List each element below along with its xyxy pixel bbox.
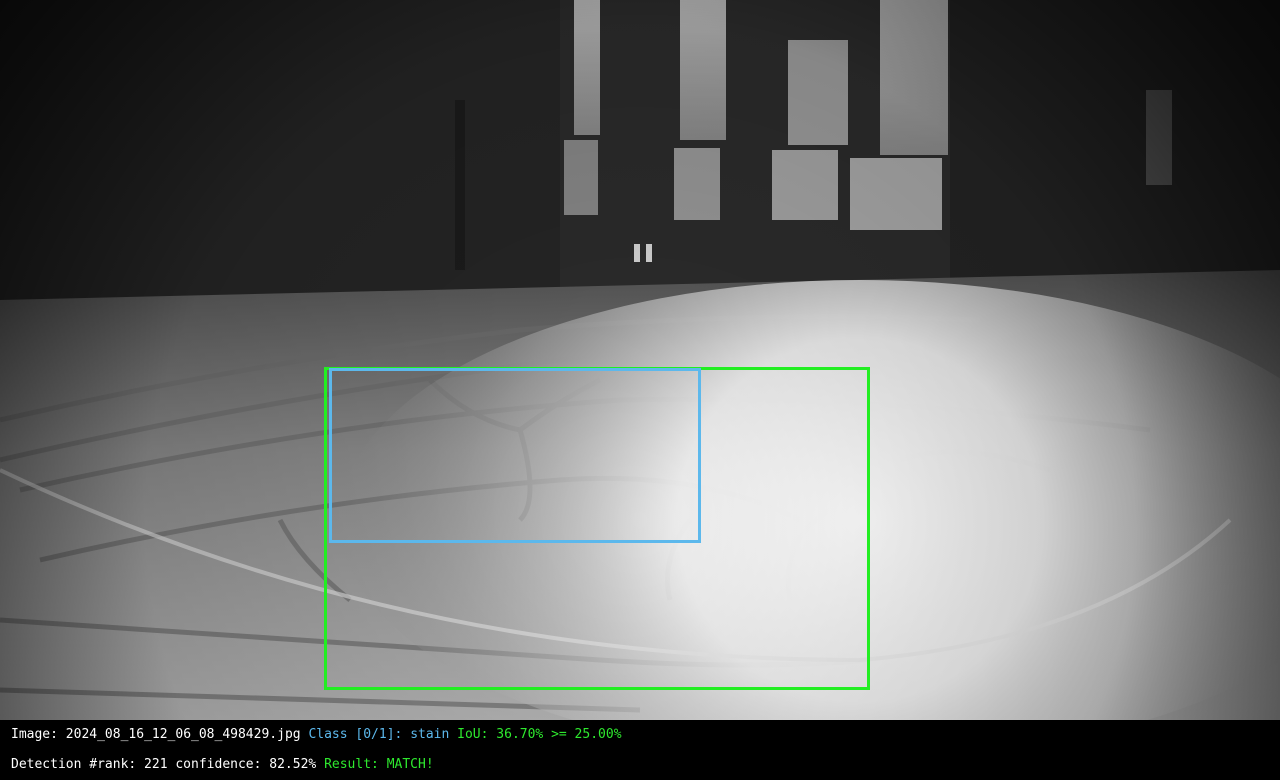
status-line-image-info: Image: 2024_08_16_12_06_08_498429.jpg Cl… (11, 726, 622, 744)
floor-scene-image (0, 0, 1280, 720)
image-label: Image: (11, 727, 58, 742)
status-bar: Image: 2024_08_16_12_06_08_498429.jpg Cl… (0, 720, 1280, 780)
detection-text: Detection #rank: 221 confidence: 82.52% (11, 757, 317, 772)
camera-image (0, 0, 1280, 720)
image-filename: 2024_08_16_12_06_08_498429.jpg (65, 727, 301, 742)
iou-text: IoU: 36.70% >= 25.00% (457, 727, 622, 742)
status-line-detection-info: Detection #rank: 221 confidence: 82.52% … (11, 756, 434, 774)
class-label: Class [0/1]: (308, 727, 403, 742)
result-text: Result: MATCH! (324, 757, 434, 772)
class-name: stain (410, 727, 450, 742)
detection-bounding-box (329, 368, 701, 543)
